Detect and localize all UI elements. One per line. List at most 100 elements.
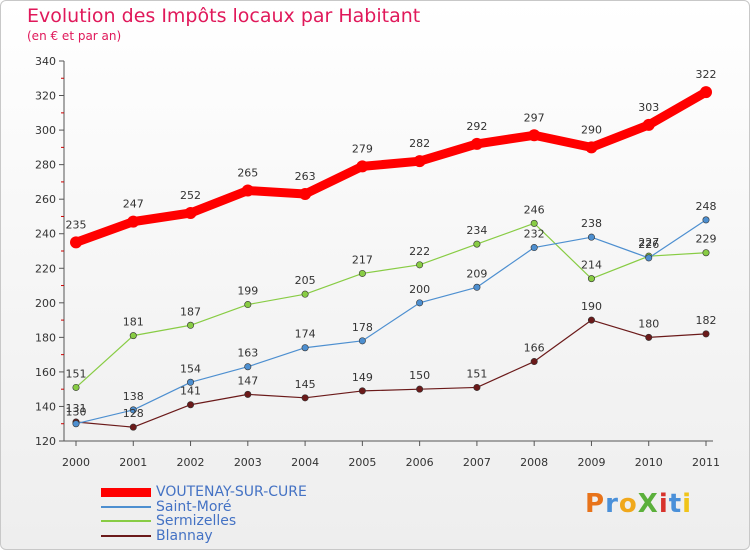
data-point: [416, 261, 424, 269]
x-tick-label: 2002: [177, 456, 205, 469]
data-point: [585, 141, 598, 154]
series-line: [71, 87, 711, 247]
data-point: [530, 219, 538, 227]
data-point: [241, 184, 254, 197]
data-point: [301, 290, 309, 298]
x-tick-label: 2003: [234, 456, 262, 469]
data-point: [72, 383, 80, 391]
logo-letter: X: [637, 489, 659, 519]
data-label: 235: [66, 218, 87, 231]
y-tick-label: 220: [35, 262, 56, 275]
data-label: 154: [180, 362, 201, 375]
x-tick-label: 2007: [463, 456, 491, 469]
data-label: 282: [409, 137, 430, 150]
data-point: [244, 390, 252, 398]
data-label: 163: [237, 347, 258, 360]
x-tick-label: 2009: [577, 456, 605, 469]
data-point: [587, 316, 595, 324]
data-label: 200: [409, 283, 430, 296]
data-label: 226: [638, 238, 659, 251]
data-label: 174: [295, 328, 316, 341]
data-point: [530, 244, 538, 252]
data-point: [244, 363, 252, 371]
x-tick-label: 2010: [635, 456, 663, 469]
data-label: 227: [638, 236, 659, 249]
data-label: 181: [123, 316, 144, 329]
data-point: [645, 333, 653, 341]
data-label: 166: [524, 342, 545, 355]
data-point: [184, 207, 197, 219]
logo-letter: P: [585, 489, 606, 519]
data-label: 150: [409, 369, 430, 382]
data-label: 217: [352, 253, 373, 266]
data-point: [129, 423, 137, 431]
data-point: [358, 269, 366, 277]
data-label: 252: [180, 189, 201, 202]
legend-label: Blannay: [156, 527, 213, 544]
data-point: [72, 420, 80, 428]
data-label: 130: [66, 406, 87, 419]
data-label: 303: [638, 101, 659, 114]
data-label: 199: [237, 285, 258, 298]
legend-label: VOUTENAY-SUR-CURE: [156, 484, 307, 500]
x-tick-label: 2006: [406, 456, 434, 469]
data-point: [358, 387, 366, 395]
y-tick-label: 320: [35, 90, 56, 103]
data-point: [587, 233, 595, 241]
data-label: 151: [66, 367, 87, 380]
data-point: [127, 215, 140, 228]
data-point: [187, 401, 195, 409]
logo-letter: t: [668, 489, 683, 519]
data-label: 222: [409, 245, 430, 258]
logo-letter: i: [658, 489, 669, 519]
series-line: [75, 219, 707, 425]
data-point: [470, 137, 483, 150]
y-tick-label: 120: [35, 435, 56, 448]
data-label: 247: [123, 198, 144, 211]
data-label: 263: [295, 170, 316, 183]
data-point: [702, 330, 710, 338]
x-tick-label: 2005: [348, 456, 376, 469]
data-label: 187: [180, 305, 201, 318]
data-point: [702, 216, 710, 224]
y-tick-label: 140: [35, 400, 56, 413]
data-label: 297: [524, 111, 545, 124]
data-label: 238: [581, 217, 602, 230]
data-point: [129, 406, 137, 414]
legend-swatch: [101, 534, 151, 537]
data-label: 292: [466, 120, 487, 133]
data-label: 290: [581, 123, 602, 136]
chart-title: Evolution des Impôts locaux par Habitant: [27, 5, 421, 27]
data-point: [416, 299, 424, 307]
data-label: 265: [237, 167, 258, 180]
data-point: [358, 337, 366, 345]
data-label: 149: [352, 371, 373, 384]
data-point: [645, 254, 653, 262]
data-point: [187, 378, 195, 386]
logo-letter: r: [605, 489, 619, 519]
y-tick-label: 200: [35, 297, 56, 310]
data-point: [413, 155, 426, 168]
data-label: 131: [66, 402, 87, 415]
data-point: [702, 249, 710, 257]
data-point: [356, 160, 369, 173]
data-point: [301, 344, 309, 352]
x-tick-label: 2008: [520, 456, 548, 469]
data-point: [530, 358, 538, 366]
data-point: [244, 301, 252, 309]
data-label: 145: [295, 378, 316, 391]
legend-swatch: [101, 520, 151, 522]
data-point: [299, 188, 312, 200]
logo-letter: i: [682, 489, 693, 519]
data-label: 205: [295, 274, 316, 287]
data-point: [70, 236, 82, 249]
data-label: 128: [123, 407, 144, 420]
y-tick-label: 180: [35, 331, 56, 344]
data-point: [473, 383, 481, 391]
chart-subtitle: (en € et par an): [27, 29, 122, 43]
data-label: 248: [696, 200, 717, 213]
data-label: 246: [524, 203, 545, 216]
data-label: 190: [581, 300, 602, 313]
